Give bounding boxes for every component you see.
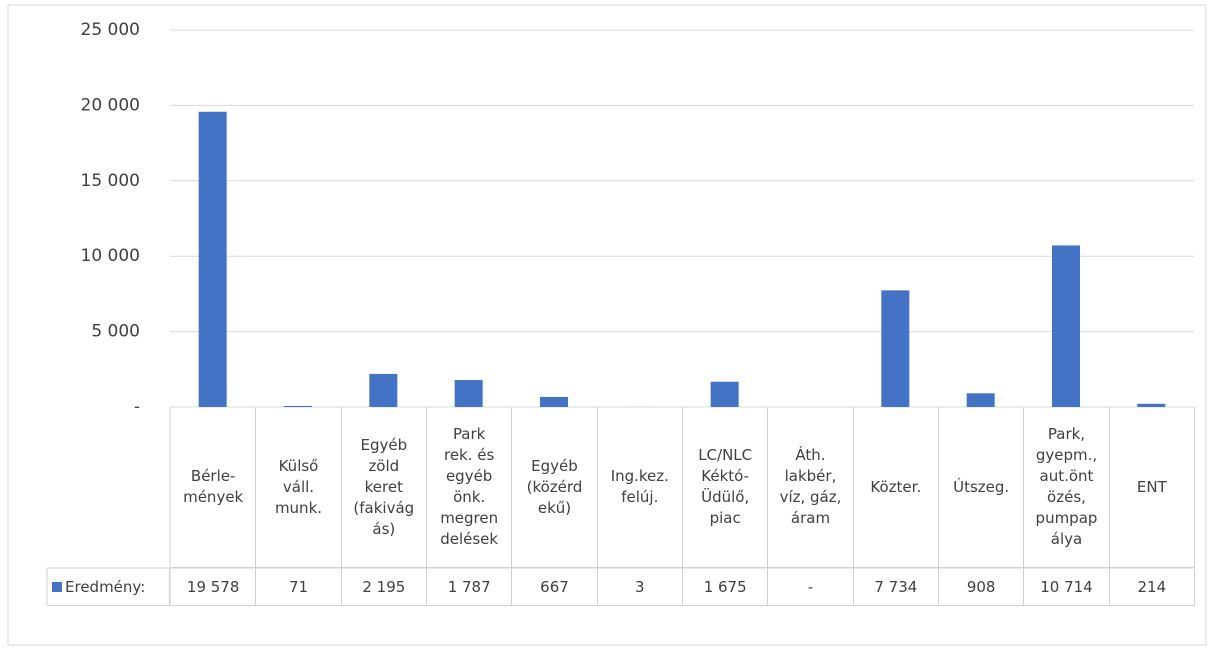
legend-swatch <box>52 582 62 592</box>
value-label: 667 <box>512 569 598 606</box>
value-label: 1 675 <box>683 569 769 606</box>
bar <box>1052 245 1080 407</box>
category-label: Ing.kez. felúj. <box>597 407 683 568</box>
category-label: Külső váll. munk. <box>256 407 342 568</box>
value-label: 1 787 <box>427 569 513 606</box>
value-label: 3 <box>597 569 683 606</box>
value-label: - <box>768 569 854 606</box>
y-tick-label: 10 000 <box>81 246 140 266</box>
value-label: 2 195 <box>341 569 427 606</box>
bar <box>284 405 312 407</box>
category-label: Közter. <box>853 407 939 568</box>
value-label: 10 714 <box>1024 569 1110 606</box>
category-label: Bérle- mények <box>171 407 257 568</box>
bar <box>881 290 910 407</box>
bar <box>710 381 739 407</box>
bar <box>369 373 398 407</box>
category-label: Útszeg. <box>939 407 1025 568</box>
legend-entry: Eredmény: <box>48 569 170 606</box>
y-tick-label: 25 000 <box>81 20 140 40</box>
category-label: Áth. lakbér, víz, gáz, áram <box>768 407 854 568</box>
bar <box>198 111 227 407</box>
value-label: 908 <box>939 569 1025 606</box>
category-label: LC/NLC Kéktó- Üdülő, piac <box>683 407 769 568</box>
chart-border <box>7 4 1207 646</box>
category-label: Park rek. és egyéb önk. megren delések <box>427 407 513 568</box>
value-label: 214 <box>1109 569 1195 606</box>
value-label: 71 <box>256 569 342 606</box>
y-tick-label: 20 000 <box>81 95 140 115</box>
category-label: ENT <box>1109 407 1195 568</box>
category-label: Egyéb zöld keret (fakivág ás) <box>341 407 427 568</box>
value-label: 7 734 <box>853 569 939 606</box>
bar <box>1137 403 1166 407</box>
legend-label: Eredmény: <box>65 577 146 596</box>
category-label: Park, gyepm., aut.önt özés, pumpap álya <box>1024 407 1110 568</box>
bar <box>540 396 568 407</box>
y-tick-label: 5 000 <box>91 322 140 342</box>
y-tick-label: 15 000 <box>81 171 140 191</box>
category-label: Egyéb (közérd ekű) <box>512 407 598 568</box>
value-label: 19 578 <box>171 569 257 606</box>
bar <box>454 380 483 407</box>
bar <box>966 393 995 407</box>
y-tick-label: - <box>134 397 140 417</box>
